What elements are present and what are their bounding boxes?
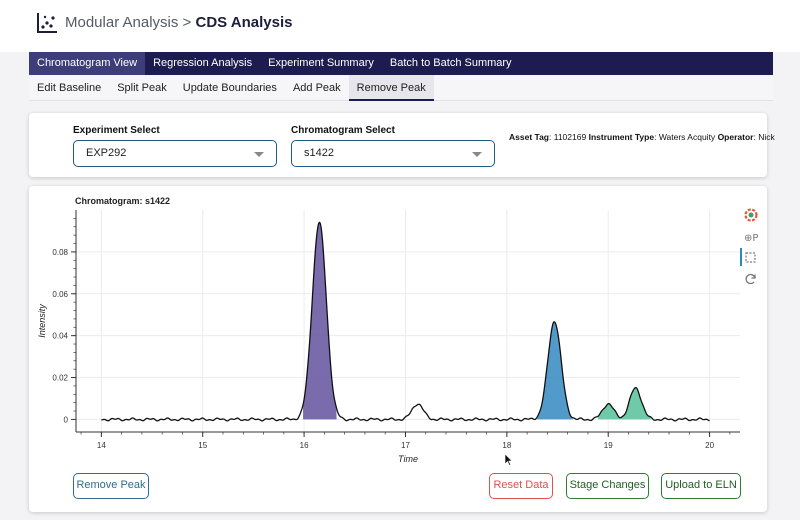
plot-area [76, 210, 740, 432]
peak-area-3 [598, 387, 651, 420]
stage-changes-button[interactable]: Stage Changes [566, 473, 649, 499]
chevron-down-icon [254, 152, 264, 157]
mouse-cursor-icon [505, 454, 513, 466]
chevron-down-icon [472, 152, 482, 157]
x-tick-label: 15 [198, 441, 207, 450]
operator-value: Nick [758, 132, 775, 142]
x-tick-label: 14 [97, 441, 106, 450]
chromatogram-select[interactable]: s1422 [291, 140, 495, 167]
subtab-update-boundaries[interactable]: Update Boundaries [182, 82, 277, 94]
x-tick-label: 17 [401, 441, 410, 450]
operator-label: Operator [717, 132, 754, 142]
chromatogram-trace [101, 221, 710, 422]
instrument-type-label: Instrument Type [588, 132, 655, 142]
peak-area-1 [303, 222, 337, 420]
chart-title: Chromatogram: s1422 [75, 196, 171, 206]
y-tick-label: 0.02 [52, 374, 68, 383]
y-tick-label: 0 [64, 415, 69, 424]
chromatogram-select-value: s1422 [304, 147, 334, 159]
y-tick-label: 0.08 [52, 248, 68, 257]
subtab-split-peak[interactable]: Split Peak [117, 82, 167, 94]
experiment-select[interactable]: EXP292 [73, 140, 277, 167]
asset-tag-label: Asset Tag [509, 132, 549, 142]
chart-panel: Chromatogram: s1422 14 15 16 17 18 19 20 0 0.02 0… [29, 186, 767, 512]
title-main: CDS Analysis [195, 14, 293, 31]
y-tick-label: 0.06 [52, 290, 68, 299]
y-tick-label: 0.04 [52, 332, 68, 341]
header: Modular Analysis > CDS Analysis [0, 0, 800, 52]
active-tool-indicator [740, 248, 742, 266]
scatter-logo-icon [37, 13, 57, 33]
reset-data-button[interactable]: Reset Data [489, 473, 553, 499]
peak-area-2 [537, 321, 573, 420]
title-prefix: Modular Analysis > [65, 14, 196, 31]
bokeh-logo-icon[interactable] [744, 208, 758, 222]
tab-batch-to-batch-summary[interactable]: Batch to Batch Summary [389, 57, 512, 69]
instrument-meta: Asset Tag: 1102169 Instrument Type: Wate… [509, 132, 775, 142]
chromatogram-chart[interactable]: 14 15 16 17 18 19 20 0 0.02 0.04 0.06 0.08 Time Inten… [29, 186, 767, 471]
subtab-add-peak[interactable]: Add Peak [292, 82, 341, 94]
subtab-edit-baseline[interactable]: Edit Baseline [37, 82, 102, 94]
box-select-icon[interactable] [744, 251, 758, 265]
x-tick-label: 16 [300, 441, 309, 450]
x-tick-label: 18 [502, 441, 511, 450]
pan-icon[interactable]: ⊕P [744, 230, 758, 244]
remove-peak-button[interactable]: Remove Peak [73, 473, 149, 499]
main-tab-bar: Chromatogram View Regression Analysis Ex… [29, 52, 773, 75]
tab-chromatogram-view[interactable]: Chromatogram View [29, 52, 146, 75]
experiment-select-label: Experiment Select [73, 125, 160, 136]
svg-text:⊕P: ⊕P [744, 233, 758, 244]
tab-regression-analysis[interactable]: Regression Analysis [153, 57, 253, 69]
instrument-type-value: Waters Acquity [658, 132, 716, 142]
reset-icon[interactable] [744, 272, 758, 286]
x-tick-label: 20 [705, 441, 714, 450]
upload-to-eln-button[interactable]: Upload to ELN [661, 473, 741, 499]
x-axis-label: Time [398, 454, 418, 464]
x-tick-label: 19 [604, 441, 613, 450]
tab-experiment-summary[interactable]: Experiment Summary [268, 57, 374, 69]
sub-tab-bar: Edit Baseline Split Peak Update Boundari… [29, 75, 773, 101]
y-axis-label: Intensity [37, 304, 47, 338]
chromatogram-select-label: Chromatogram Select [291, 125, 395, 136]
asset-tag-value: 1102169 [553, 132, 587, 142]
experiment-select-value: EXP292 [86, 147, 127, 159]
page-title: Modular Analysis > CDS Analysis [65, 14, 292, 31]
select-panel: Experiment Select EXP292 Chromatogram Se… [29, 113, 775, 177]
subtab-remove-peak[interactable]: Remove Peak [348, 75, 434, 101]
